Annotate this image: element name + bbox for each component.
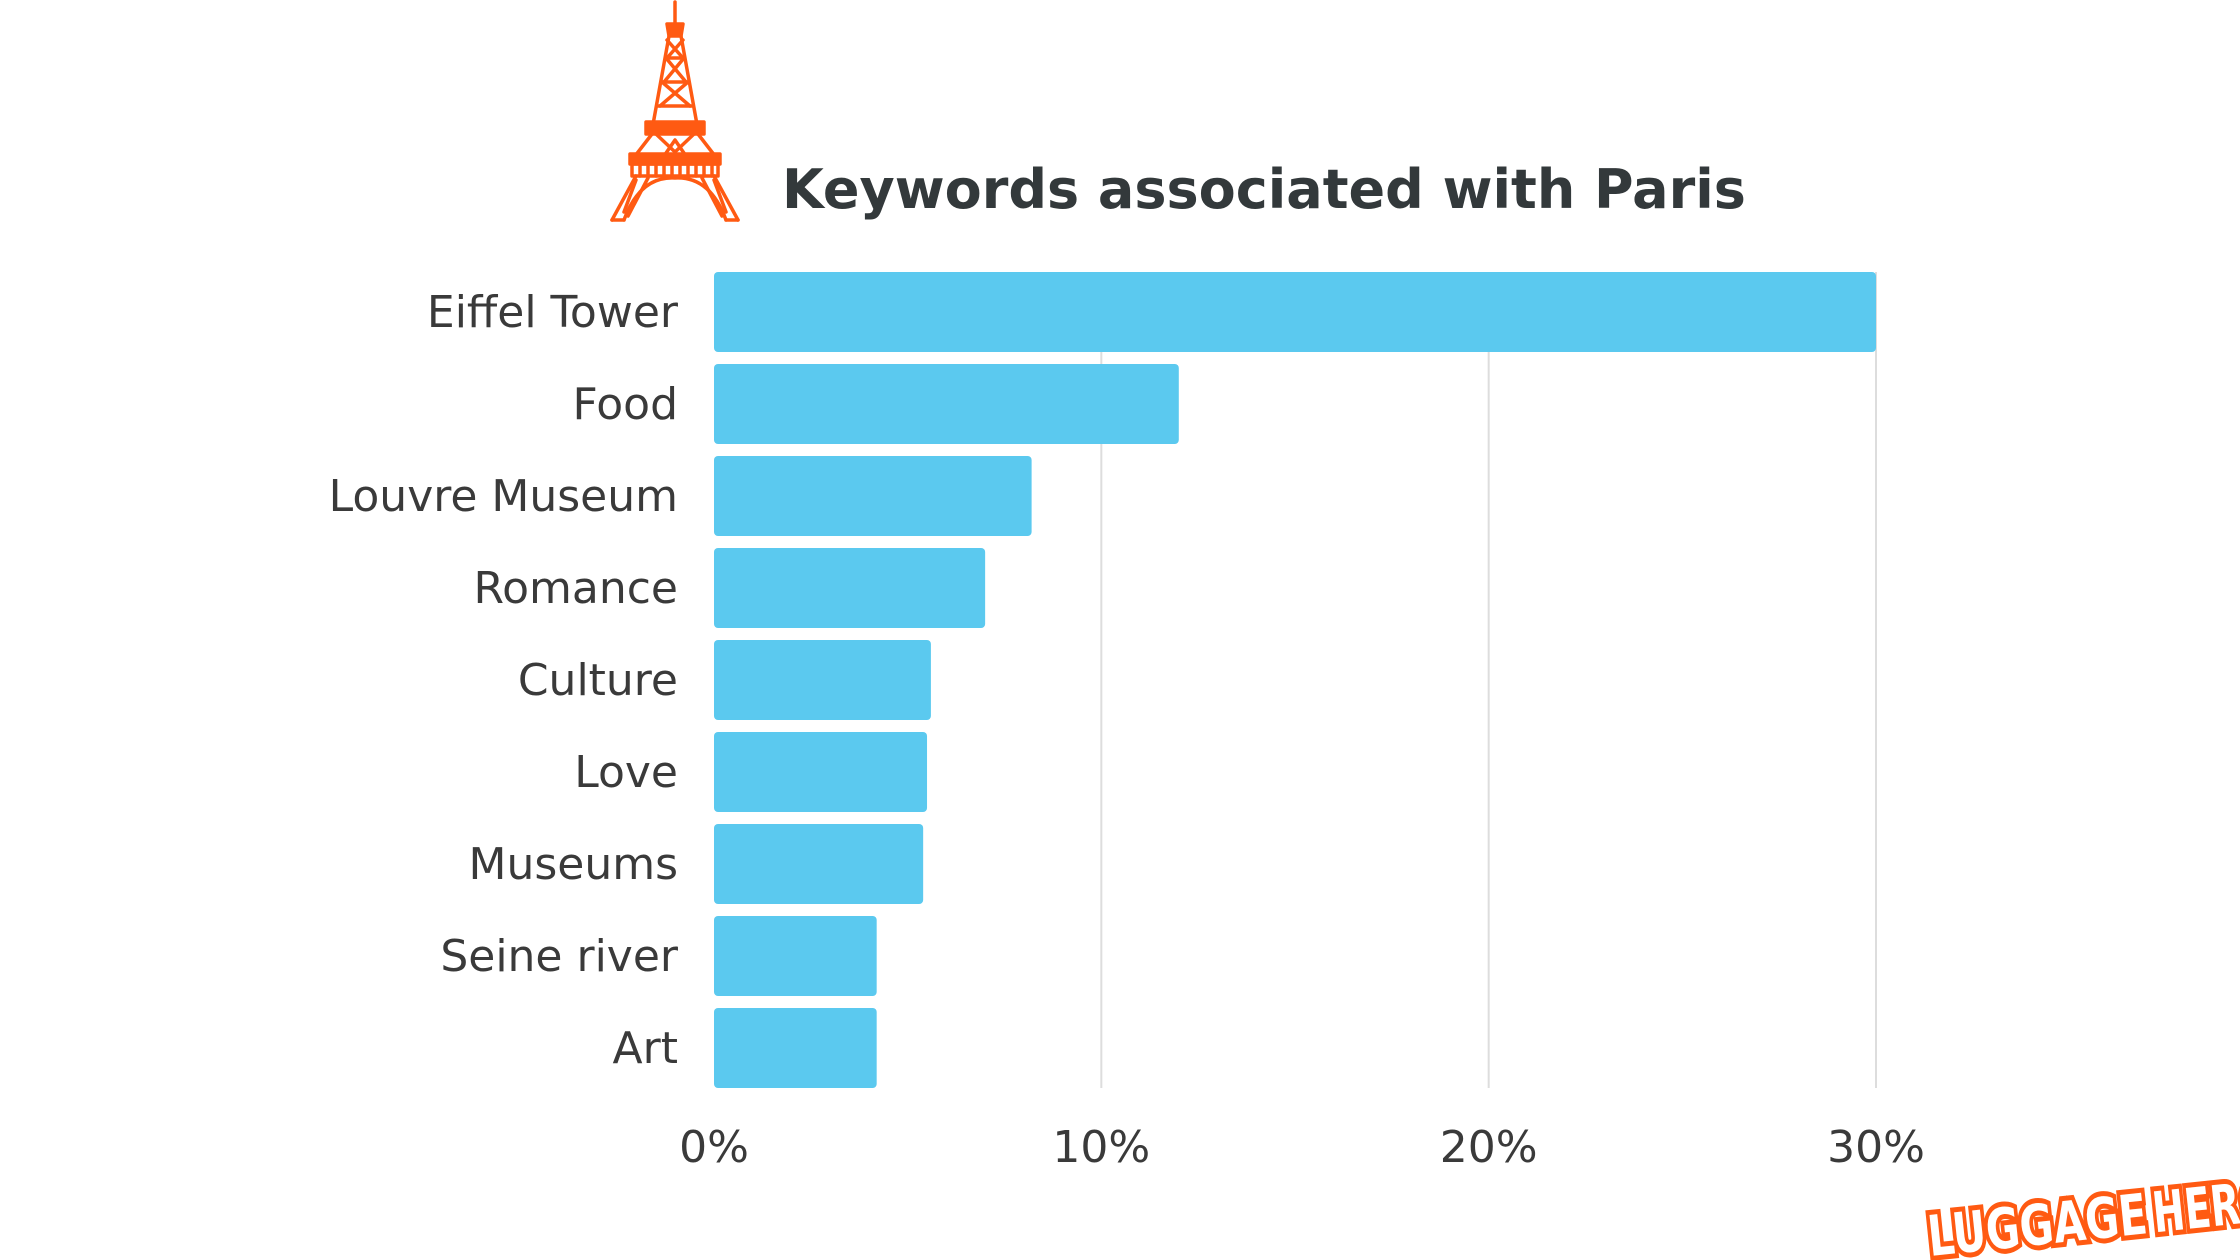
bar [714,916,877,996]
chart-title: Keywords associated with Paris [782,158,1746,221]
logo-text-luggage: LUGGAGE [1925,1182,2151,1260]
category-label: Food [572,379,678,430]
bar [714,732,928,812]
bar [714,548,986,628]
bar [714,364,1179,444]
bars [714,272,1876,1088]
eiffel-tower-icon [610,0,740,222]
category-label: Romance [474,563,679,614]
category-label: Eiffel Tower [427,287,679,338]
bar [714,272,1876,352]
bar [714,640,931,720]
x-axis-tick-labels: 0% 10% 20% 30% [679,1122,1925,1173]
x-tick-label: 10% [1052,1122,1150,1173]
x-tick-label: 0% [679,1122,749,1173]
logo-text-hero: HERO [2149,1169,2240,1246]
grid-lines [1100,272,1877,1088]
category-label: Louvre Museum [329,471,678,522]
category-label: Culture [518,655,678,706]
bar [714,456,1032,536]
category-labels: Eiffel Tower Food Louvre Museum Romance Cult… [329,287,679,1074]
category-label: Museums [468,839,678,890]
category-label: Art [613,1023,678,1074]
category-label: Love [574,747,678,798]
bar [714,824,924,904]
x-tick-label: 30% [1827,1122,1925,1173]
luggagehero-logo: LUGGAGE HERO [1920,1164,2240,1260]
bar [714,1008,877,1088]
x-tick-label: 20% [1440,1122,1538,1173]
category-label: Seine river [440,931,679,982]
